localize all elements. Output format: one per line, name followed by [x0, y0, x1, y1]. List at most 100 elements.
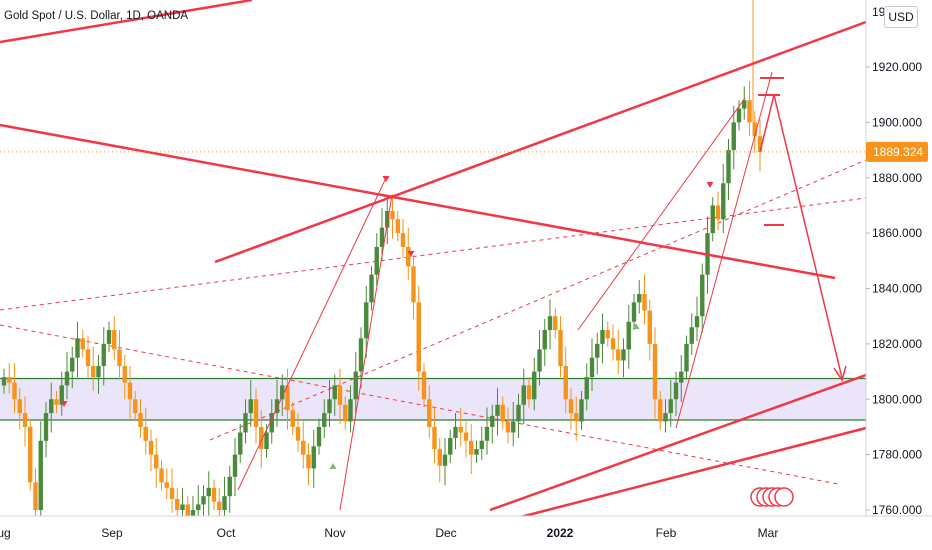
- indicator-badge: [774, 487, 794, 507]
- candle-body: [306, 454, 311, 469]
- candle: [337, 368, 343, 425]
- candle: [374, 233, 379, 286]
- candle-body: [474, 449, 479, 455]
- candle-body: [631, 302, 637, 322]
- trendline: [0, 123, 836, 280]
- support-zone: [0, 378, 866, 421]
- candle: [112, 316, 117, 361]
- candle: [574, 396, 579, 441]
- candle-body: [658, 399, 663, 422]
- candle-body: [563, 366, 568, 400]
- sell-marker: [706, 182, 714, 188]
- candle: [448, 429, 453, 463]
- candle-body: [495, 404, 500, 416]
- candle: [232, 438, 238, 497]
- candle: [75, 321, 80, 378]
- candle: [736, 100, 742, 131]
- candle: [353, 352, 358, 414]
- candle: [642, 274, 647, 325]
- candle: [106, 321, 112, 353]
- buy-marker: [632, 323, 640, 329]
- projection-arrow-head: [833, 365, 847, 382]
- candle-body: [700, 274, 705, 317]
- candle-body: [185, 504, 190, 516]
- candle: [463, 421, 469, 458]
- candle: [479, 426, 484, 461]
- chart-title: Gold Spot / U.S. Dollar, 1D, OANDA: [4, 10, 188, 22]
- candle: [64, 352, 70, 400]
- candle-body: [647, 310, 652, 344]
- dashed-lines-layer: [0, 159, 867, 485]
- candle-body: [532, 371, 537, 400]
- candle: [49, 382, 54, 433]
- candle: [169, 468, 175, 513]
- candle: [427, 385, 432, 439]
- candle-body: [1, 377, 7, 386]
- price-axis[interactable]: [866, 0, 932, 550]
- price-tick-label: 1880.000: [872, 171, 922, 185]
- candle: [159, 460, 164, 491]
- candle-body: [589, 357, 595, 378]
- candle-body: [290, 410, 295, 427]
- candle: [280, 374, 285, 416]
- candle-body: [280, 385, 285, 400]
- candle: [663, 399, 668, 433]
- candle: [621, 338, 626, 378]
- candle: [274, 379, 280, 427]
- candle-body: [484, 426, 490, 441]
- candle-body: [222, 496, 227, 510]
- candle: [553, 307, 558, 339]
- candle-body: [85, 349, 91, 367]
- candle-body: [537, 349, 542, 372]
- candle: [484, 407, 490, 455]
- candle: [747, 80, 752, 137]
- candle: [122, 354, 127, 400]
- candle: [605, 321, 610, 347]
- candle: [206, 471, 211, 516]
- trendline: [339, 194, 393, 511]
- trendline: [0, 0, 253, 44]
- indicator-badges[interactable]: [750, 487, 794, 507]
- candle-body: [390, 210, 395, 220]
- candle: [243, 399, 248, 444]
- currency-button[interactable]: USD: [884, 6, 918, 28]
- support-zone-layer: [0, 377, 866, 421]
- candle-body: [112, 330, 117, 350]
- candle-body: [516, 404, 521, 422]
- candle-body: [353, 371, 358, 400]
- candle: [259, 410, 264, 469]
- candle-body: [43, 413, 49, 441]
- candle-body: [295, 426, 301, 441]
- candle: [626, 305, 631, 369]
- candle: [673, 371, 679, 416]
- candle: [411, 255, 416, 319]
- candle-body: [59, 385, 64, 405]
- candles-layer: [1, 0, 763, 530]
- candle: [1, 368, 7, 394]
- trendline: [489, 373, 867, 512]
- candle-body: [547, 316, 553, 331]
- candle-body: [311, 446, 316, 469]
- sell-marker: [60, 401, 68, 407]
- time-axis[interactable]: [0, 516, 866, 550]
- candle-body: [7, 377, 12, 383]
- candle: [101, 327, 106, 386]
- candle-body: [327, 399, 332, 414]
- candle-body: [259, 426, 264, 450]
- candle-body: [201, 496, 206, 505]
- candle-body: [421, 371, 427, 400]
- candle-body: [348, 399, 353, 422]
- candle: [7, 363, 12, 394]
- candle: [138, 399, 143, 439]
- last-price-tag-bg: [866, 141, 928, 162]
- candle-body: [316, 426, 322, 447]
- last-price-tag-label: 1889.324: [873, 145, 923, 159]
- candle-body: [33, 482, 38, 510]
- candle-body: [694, 316, 700, 328]
- candle: [579, 390, 584, 430]
- candle-body: [70, 357, 75, 372]
- candle-body: [463, 432, 469, 441]
- candle-body: [505, 421, 511, 433]
- candle: [343, 396, 348, 430]
